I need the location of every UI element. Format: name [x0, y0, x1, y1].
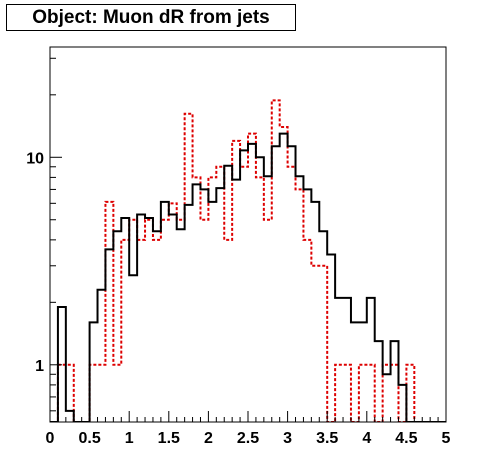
y-tick-label: 10	[26, 150, 44, 167]
x-tick-label: 5	[442, 430, 451, 447]
x-tick-label: 4	[362, 430, 371, 447]
axis-layer: 0 0.5 1 1.5 2 2.5 3 3.5 4 4.5 5 1 10	[26, 57, 451, 447]
series-solid-black-outline	[50, 132, 446, 422]
histogram-series-layer	[50, 99, 446, 422]
x-tick-label: 1.5	[158, 430, 180, 447]
x-tick-label: 4.5	[395, 430, 417, 447]
x-tick-label: 0.5	[78, 430, 100, 447]
x-tick-label: 2.5	[237, 430, 259, 447]
x-tick-label: 3.5	[316, 430, 338, 447]
x-tick-label: 3	[283, 430, 292, 447]
chart-title: Object: Muon dR from jets	[6, 4, 296, 31]
x-tick-label: 1	[125, 430, 134, 447]
x-tick-label: 2	[204, 430, 213, 447]
x-tick-label: 0	[46, 430, 55, 447]
y-tick-label: 1	[35, 358, 44, 375]
